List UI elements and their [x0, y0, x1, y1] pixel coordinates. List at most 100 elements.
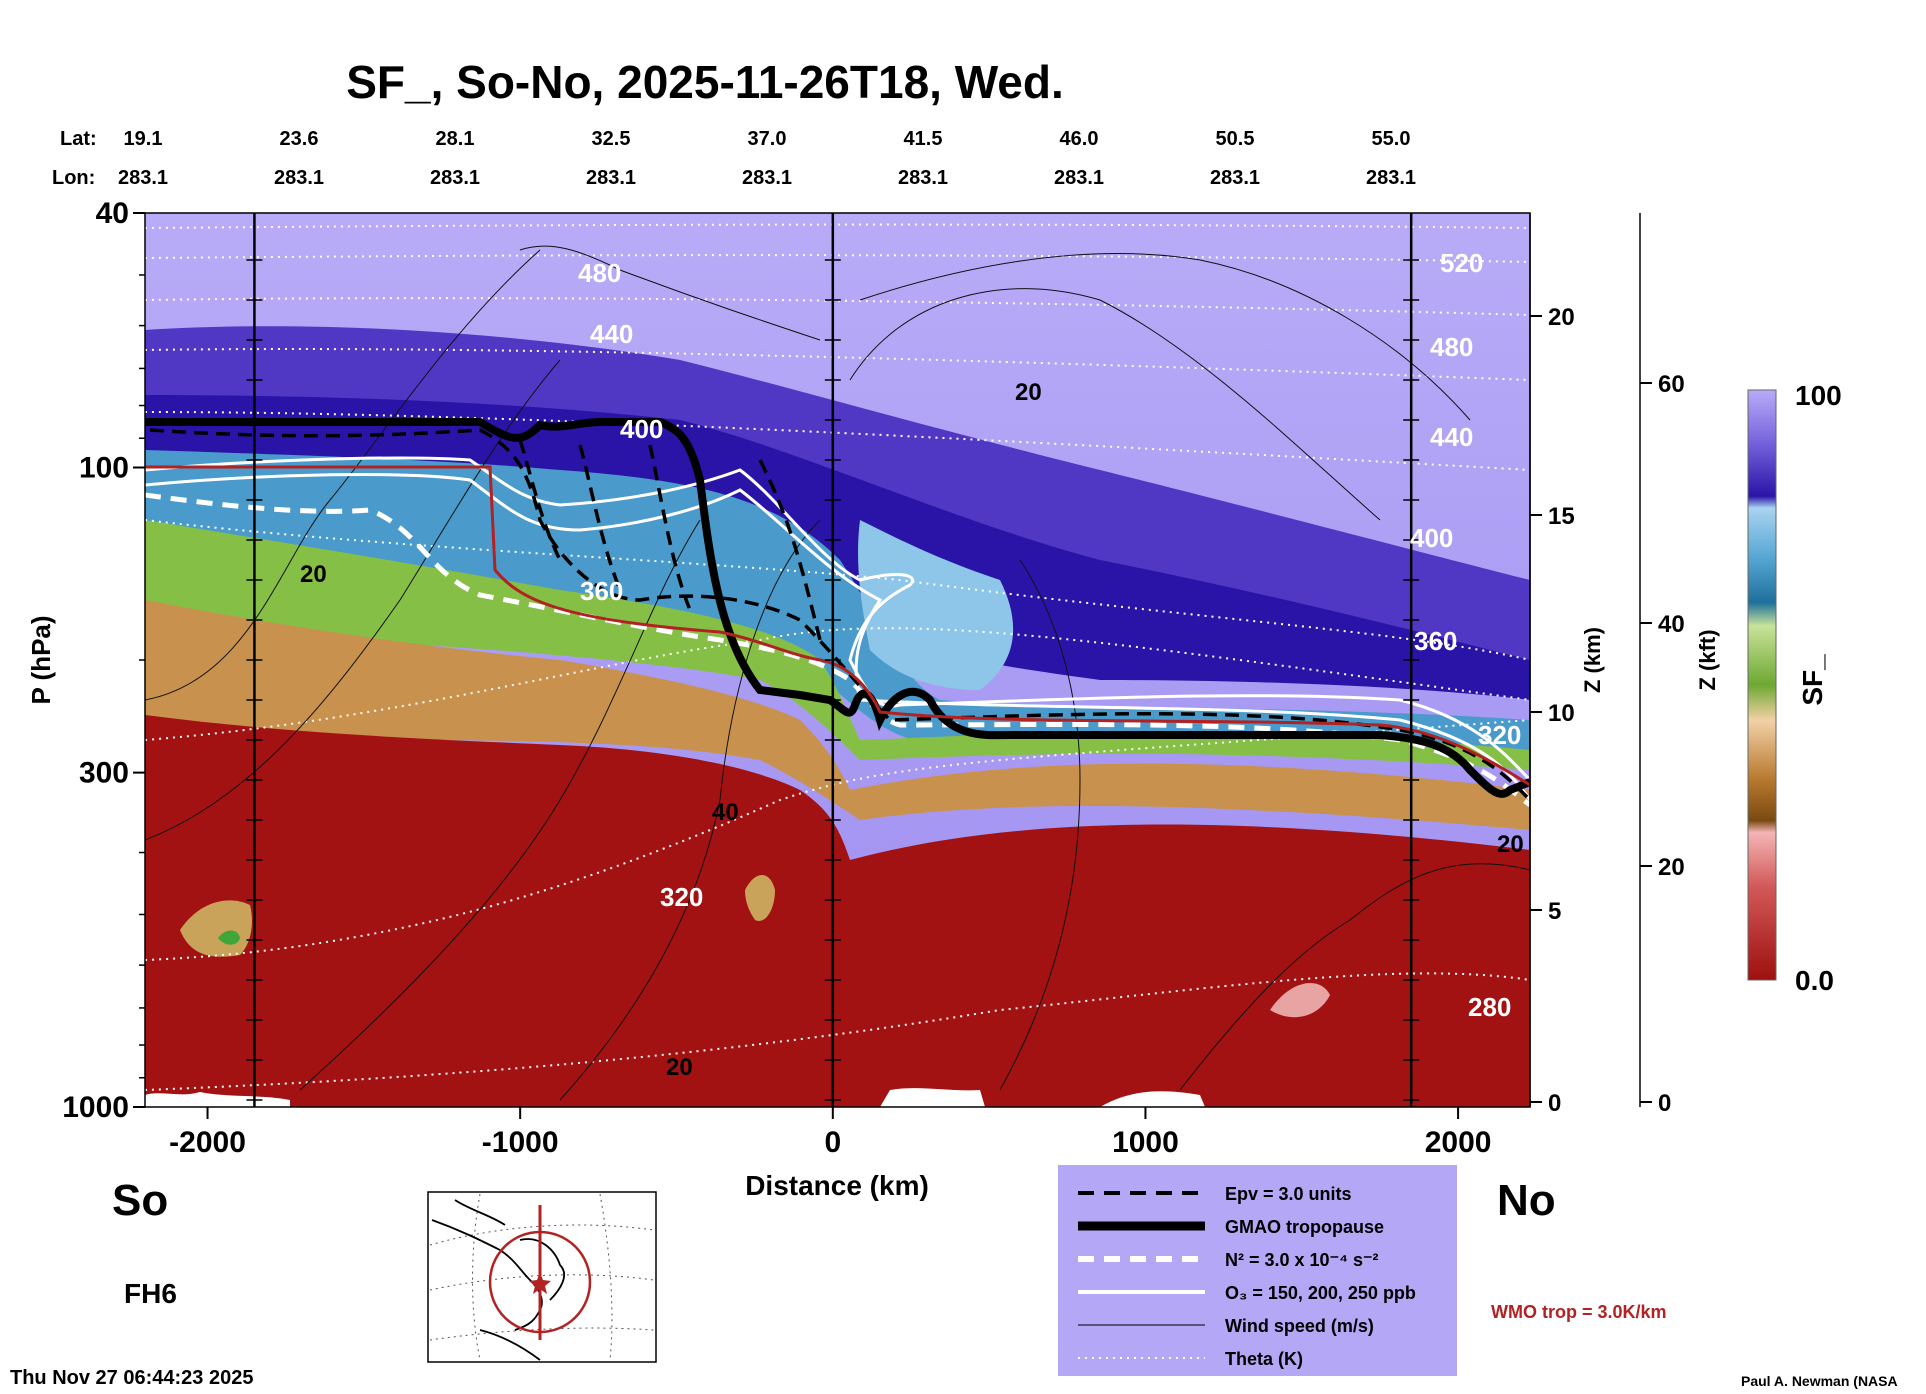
theta-line: [145, 411, 1530, 471]
z-kft-tick-label: 20: [1658, 854, 1685, 881]
legend-label: Theta (K): [1225, 1349, 1303, 1369]
theta-label: 360: [580, 576, 623, 606]
map-frame: [427, 1191, 657, 1363]
y-tick-label: 300: [79, 757, 129, 790]
theta-label: 440: [1430, 422, 1473, 452]
lon-value: 283.1: [118, 167, 168, 189]
sf-field: [145, 213, 1530, 1107]
theta-label: 320: [660, 882, 703, 912]
contour-labels: 520 480 440 400 360 320 280 320 360 400 440 480 20 20…: [300, 248, 1524, 1081]
x-axis: -2000 -1000 0 1000 2000: [169, 1107, 1491, 1159]
field-green-spot: [218, 930, 240, 945]
theta-label: 440: [590, 319, 633, 349]
gmao-tropopause: [145, 418, 1530, 798]
o3-contour-2: [145, 473, 1530, 801]
field-tan-band: [145, 600, 1530, 830]
wind-contour: [145, 249, 541, 701]
z-km-tick-label: 10: [1548, 700, 1575, 727]
legend-label: O₃ = 150, 200, 250 ppb: [1225, 1283, 1416, 1303]
footer-credit: Paul A. Newman (NASA: [1741, 1373, 1898, 1389]
wind-contour: [519, 245, 821, 341]
lat-value: 23.6: [280, 128, 319, 150]
field-darkblue-band: [145, 395, 1530, 700]
z-km-title: Z (km): [1580, 627, 1605, 693]
legend-box: [1058, 1165, 1457, 1376]
theta-label: 360: [1414, 626, 1457, 656]
wind-contour: [299, 519, 701, 1091]
theta-line: [145, 627, 1530, 741]
y-axis-title: P (hPa): [26, 615, 56, 704]
forecast-hour: FH6: [124, 1278, 177, 1309]
lat-value: 50.5: [1216, 128, 1255, 150]
footer-timestamp: Thu Nov 27 06:44:23 2025: [10, 1367, 253, 1389]
wind-contour: [849, 288, 1381, 521]
wind-label: 20: [1497, 831, 1524, 858]
chart-title: SF_, So-No, 2025-11-26T18, Wed.: [346, 56, 1064, 108]
field-pink-spot: [1270, 983, 1330, 1018]
z-km-tick-label: 20: [1548, 304, 1575, 331]
wind-label: 20: [1015, 379, 1042, 406]
z-kft-axis: 60 40 20 0: [1639, 213, 1685, 1117]
theta-label: 280: [1468, 992, 1511, 1022]
theta-label: 480: [578, 258, 621, 288]
theta-label: 400: [620, 414, 663, 444]
x-tick-label: -1000: [482, 1126, 559, 1159]
legend-label: Epv = 3.0 units: [1225, 1184, 1352, 1204]
colorbar-max-label: 100: [1795, 380, 1842, 411]
map-center-star: [529, 1272, 551, 1294]
theta-label: 320: [1478, 720, 1521, 750]
wind-label: 20: [300, 561, 327, 588]
legend-label: N² = 3.0 x 10⁻⁴ s⁻²: [1225, 1250, 1378, 1270]
z-kft-tick-label: 40: [1658, 611, 1685, 638]
globe-map-icon: [427, 1191, 657, 1363]
colorbar-title: SF_: [1797, 654, 1828, 706]
legend: Epv = 3.0 units GMAO tropopause N² = 3.0 x…: [1058, 1165, 1457, 1376]
lat-label: Lat:: [60, 128, 97, 150]
lon-value: 283.1: [1054, 167, 1104, 189]
theta-line: [145, 223, 1530, 229]
map-graticule: [429, 1193, 655, 1361]
lat-value: 32.5: [592, 128, 631, 150]
y-axis: 40 100 300 1000: [62, 197, 145, 1124]
theta-line: [145, 348, 1530, 381]
lon-value: 283.1: [274, 167, 324, 189]
z-kft-title: Z (kft): [1695, 629, 1720, 690]
z-km-axis: 20 15 10 5 0: [1529, 213, 1575, 1117]
z-kft-tick-label: 0: [1658, 1090, 1671, 1117]
field-tan-spot: [745, 875, 775, 921]
legend-items: Epv = 3.0 units GMAO tropopause N² = 3.0 x…: [1078, 1184, 1416, 1369]
lon-value: 283.1: [1366, 167, 1416, 189]
theta-label: 480: [1430, 332, 1473, 362]
lon-value: 283.1: [586, 167, 636, 189]
y-tick-label: 100: [79, 451, 129, 484]
theta-line: [145, 719, 1530, 961]
theta-line: [145, 297, 1530, 316]
z-kft-tick-label: 60: [1658, 371, 1685, 398]
wmo-tropopause: [145, 465, 1530, 787]
wmo-legend-label: WMO trop = 3.0K/km: [1491, 1302, 1667, 1322]
z-km-tick-label: 0: [1548, 1090, 1561, 1117]
lon-value: 283.1: [1210, 167, 1260, 189]
z-km-tick-label: 5: [1548, 898, 1561, 925]
lon-value: 283.1: [742, 167, 792, 189]
north-label: No: [1497, 1176, 1556, 1225]
theta-lines: [145, 223, 1530, 1091]
lon-value: 283.1: [898, 167, 948, 189]
z-km-tick-label: 15: [1548, 503, 1575, 530]
x-tick-label: 0: [824, 1126, 841, 1159]
lat-value: 55.0: [1372, 128, 1411, 150]
wind-contour: [559, 519, 821, 1101]
theta-line: [145, 972, 1530, 1091]
lon-label: Lon:: [52, 167, 95, 189]
legend-label: GMAO tropopause: [1225, 1217, 1384, 1237]
theta-line: [145, 519, 1530, 661]
epv-contours: [149, 428, 1530, 802]
legend-label: Wind speed (m/s): [1225, 1316, 1374, 1336]
vertical-markers: [246, 213, 1420, 1107]
wind-contour: [859, 253, 1471, 421]
x-tick-label: 2000: [1425, 1126, 1492, 1159]
wind-contour: [999, 559, 1081, 1091]
x-tick-label: -2000: [169, 1126, 246, 1159]
lon-value: 283.1: [430, 167, 480, 189]
field-blue-band: [145, 450, 1530, 760]
